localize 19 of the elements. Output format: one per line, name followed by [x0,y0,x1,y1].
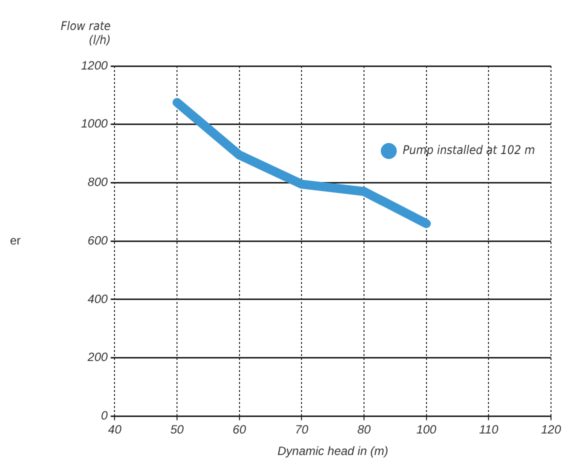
x-tick-label: 100 [416,422,437,437]
text: er [10,233,21,248]
x-tick-label: 70 [295,422,309,437]
y-tick-label: 1200 [80,58,108,72]
y-axis-title: Flow rate (l/h) [60,19,112,47]
x-tick-label: 40 [108,422,122,437]
x-tick-label: 120 [540,422,562,437]
y-tick-label: 1000 [80,116,108,131]
x-tick-label: 80 [357,422,372,437]
y-tick-label: 600 [88,233,108,248]
y-tick-label: 800 [88,175,108,190]
x-tick-label: 60 [232,422,246,437]
y-tick-label: 200 [86,350,108,364]
legend-label: Pump installed at 102 m [402,143,535,158]
y-tick-label: 0 [101,408,108,423]
x-tick-label: 110 [479,422,499,437]
x-tick-label: 50 [170,422,184,437]
y-tick-label: 400 [88,292,108,306]
x-axis-title: Dynamic head in (m) [277,444,388,458]
